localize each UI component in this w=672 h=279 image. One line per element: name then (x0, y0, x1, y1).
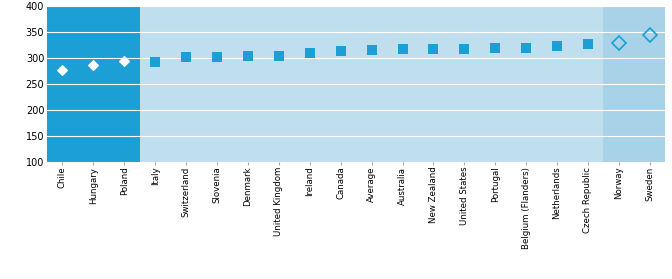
Bar (603, 6, 665, 162)
Bar (140, 6, 603, 162)
Bar (47, 6, 140, 162)
